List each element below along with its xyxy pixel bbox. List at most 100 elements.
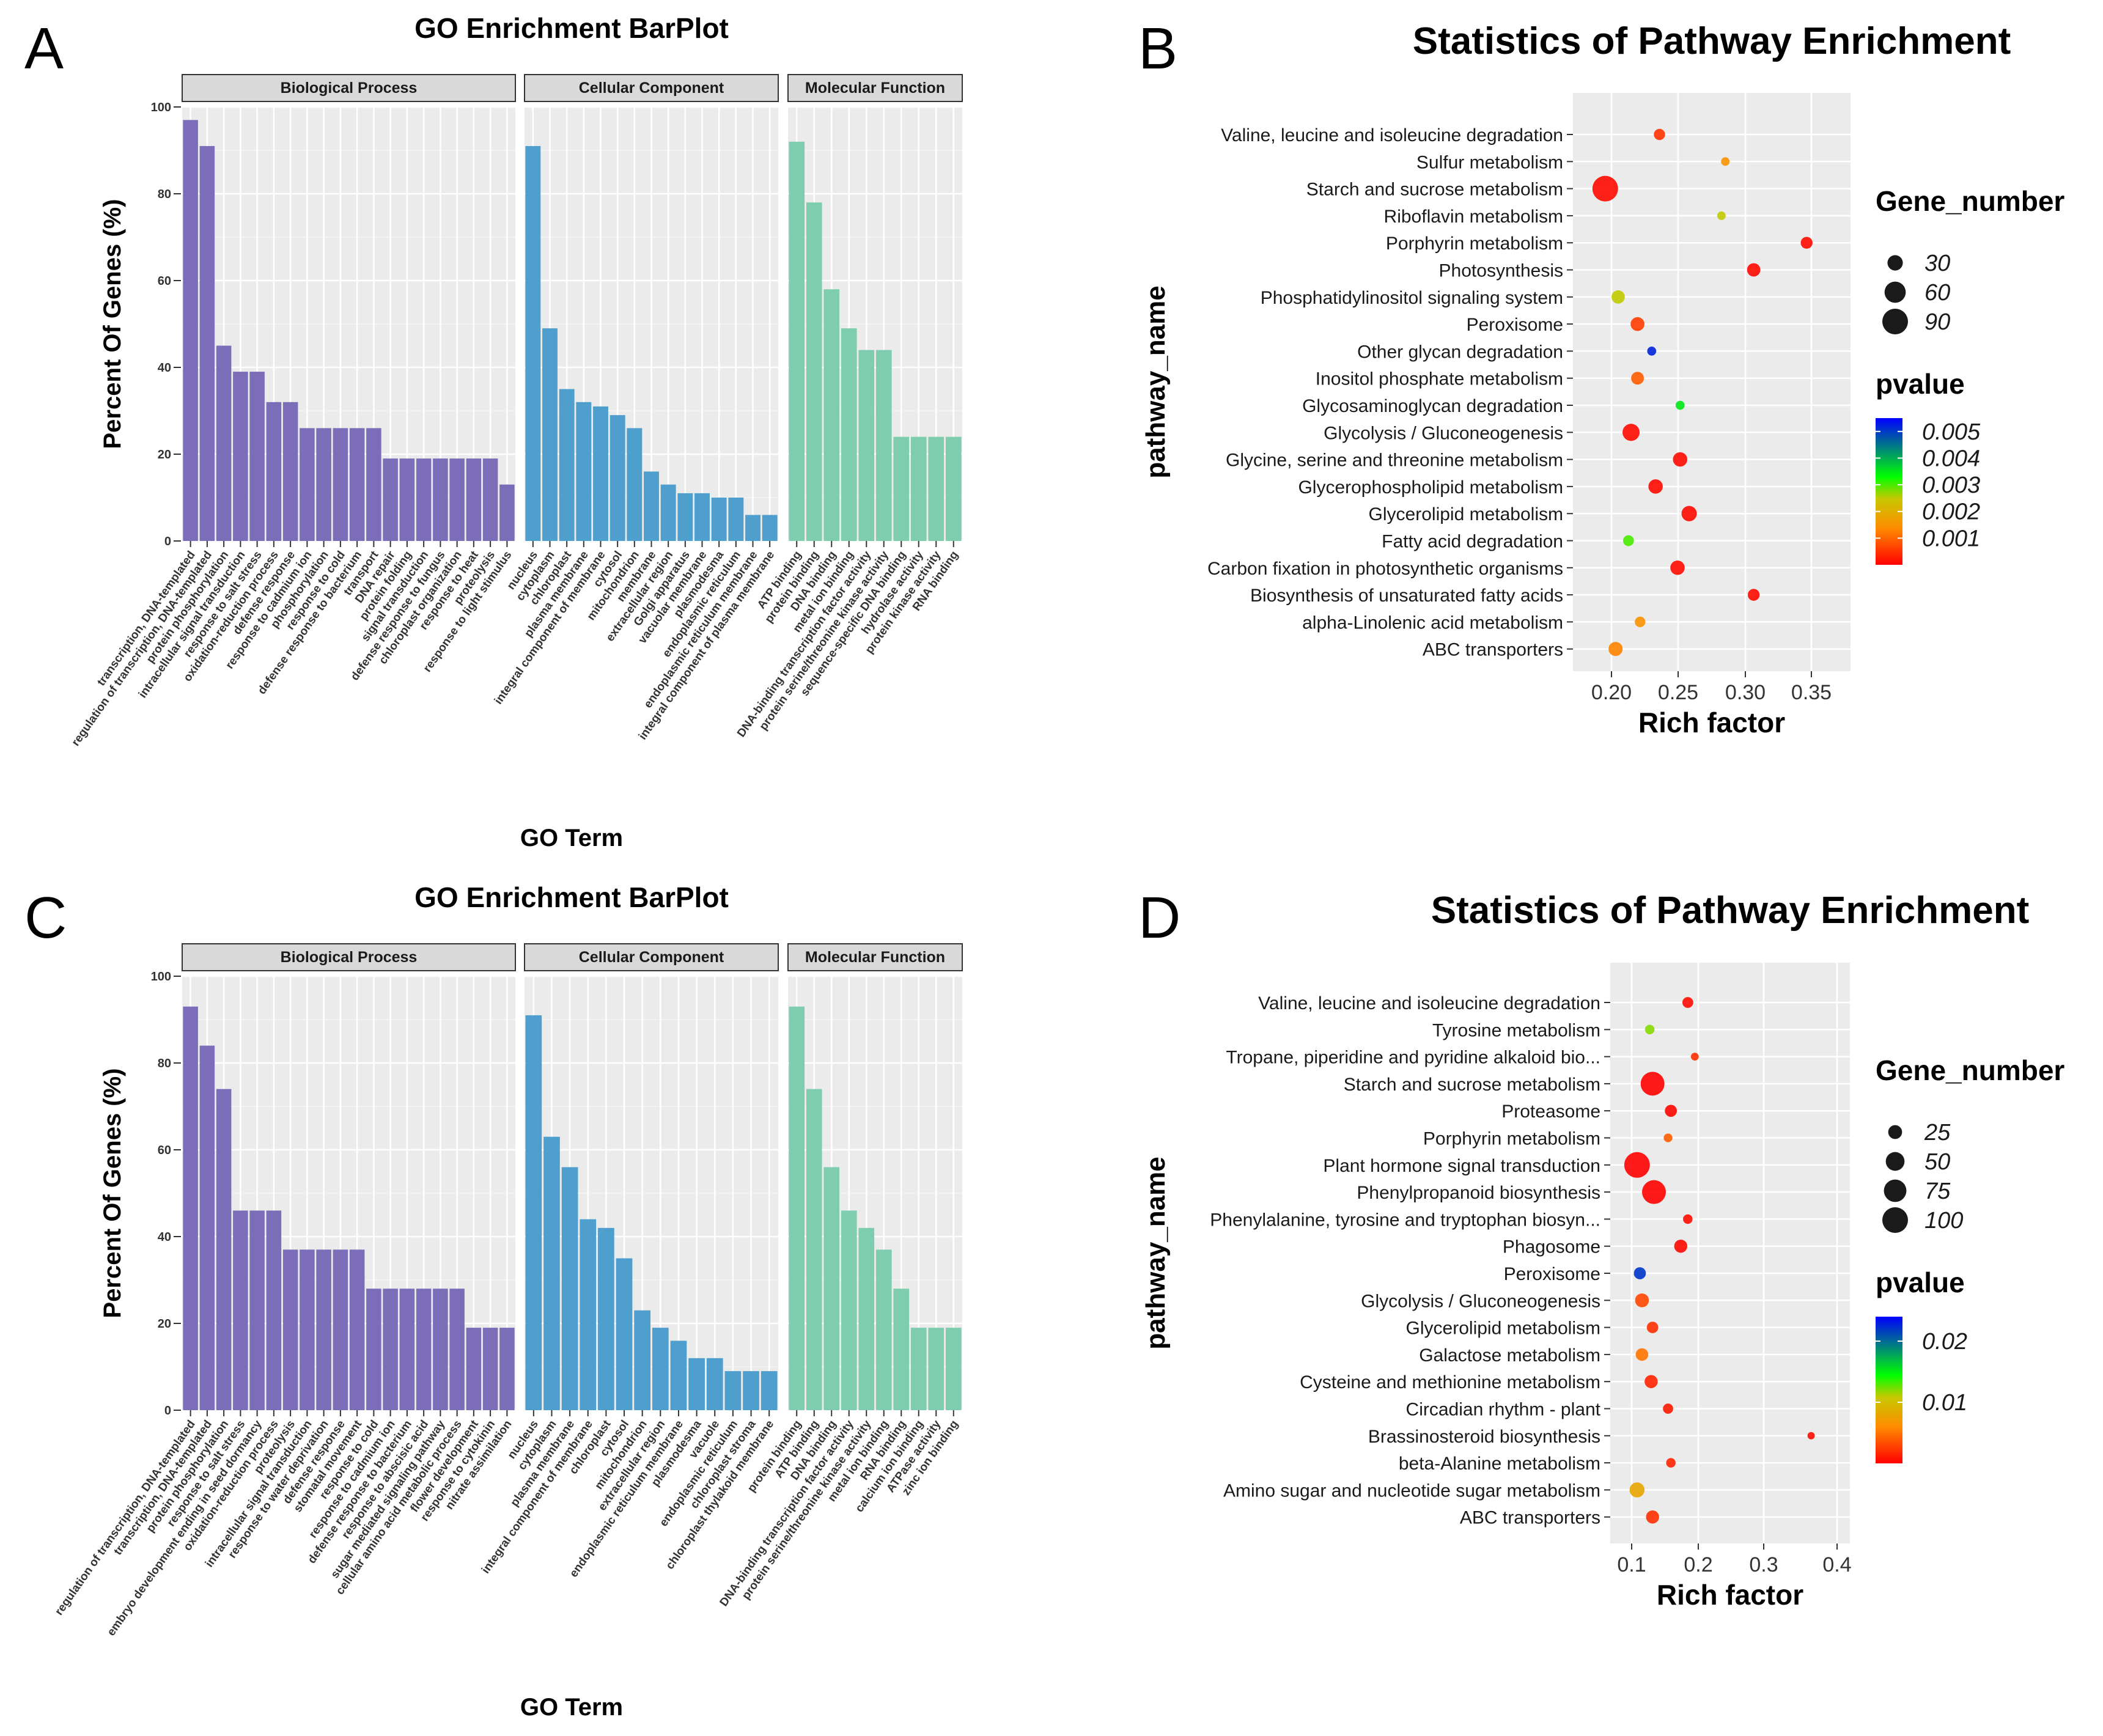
bar-plasma-membrane xyxy=(576,402,592,541)
pvalue-legend-label: 0.005 xyxy=(1922,419,1981,445)
y-tick-label: Biosynthesis of unsaturated fatty acids xyxy=(1250,586,1563,606)
y-tick-label: 100 xyxy=(151,101,171,114)
size-legend-dot xyxy=(1885,1152,1905,1171)
y-tick-label: Starch and sucrose metabolism xyxy=(1344,1075,1600,1095)
bar-stomatal-movement xyxy=(349,1249,365,1410)
panel-letter: B xyxy=(1138,16,1177,81)
bar-mitochondrion xyxy=(627,428,643,541)
bar-vacuolar-membrane xyxy=(694,493,710,541)
y-tick-label: Valine, leucine and isoleucine degradati… xyxy=(1221,125,1563,145)
bar-nucleus xyxy=(525,1015,542,1410)
bar-response-to-water-deprivation xyxy=(316,1249,331,1410)
point-plant-hormone-signal-transduction xyxy=(1624,1152,1650,1178)
facet-strip xyxy=(524,943,779,971)
facet-strip xyxy=(787,74,963,102)
y-tick-label: Phagosome xyxy=(1503,1237,1600,1257)
point-amino-sugar-and-nucleotide-sugar-metabolism xyxy=(1629,1482,1645,1498)
point-phenylalanine-tyrosine-and-tryptophan-biosyn xyxy=(1683,1214,1693,1224)
y-tick-label: beta-Alanine metabolism xyxy=(1399,1454,1600,1474)
point-photosynthesis xyxy=(1747,263,1761,277)
x-tick-label: 0.2 xyxy=(1684,1553,1712,1576)
pvalue-legend-label: 0.004 xyxy=(1922,446,1980,471)
bar-integral-component-of-plasma-membrane xyxy=(762,515,778,541)
bar-rna-binding xyxy=(945,436,962,541)
chart-title: Statistics of Pathway Enrichment xyxy=(1413,20,2011,62)
panel-letter: D xyxy=(1138,885,1180,951)
x-tick-label: 0.3 xyxy=(1749,1553,1778,1576)
size-legend: Gene_number 25 50 75 100 xyxy=(1876,1054,2064,1234)
panel-c-go-barplot: C GO Enrichment BarPlot GO Term Percent Of … xyxy=(24,881,963,1721)
bar-plasmodesma xyxy=(688,1358,705,1410)
bar-cytoplasm xyxy=(542,328,558,541)
point-glycolysis-gluconeogenesis xyxy=(1622,424,1640,441)
facet-strip-label: Cellular Component xyxy=(579,79,724,97)
pvalue-color-bar xyxy=(1876,418,1902,565)
bar-dna-binding-transcription-factor-activity xyxy=(858,350,875,541)
bar-vacuole xyxy=(706,1358,723,1410)
facet-strip-label: Molecular Function xyxy=(805,949,945,966)
y-tick-label: Valine, leucine and isoleucine degradati… xyxy=(1258,993,1600,1013)
point-carbon-fixation-in-photosynthetic-organisms xyxy=(1670,561,1685,575)
bar-atpase-activity xyxy=(928,1328,945,1410)
y-tick-label: Cysteine and methionine metabolism xyxy=(1300,1372,1600,1392)
y-tick-label: Tropane, piperidine and pyridine alkaloi… xyxy=(1226,1048,1600,1068)
x-tick-label: 0.20 xyxy=(1591,681,1632,704)
bar-defense-response xyxy=(333,1249,348,1410)
y-tick-label: Phenylalanine, tyrosine and tryptophan b… xyxy=(1210,1210,1600,1230)
y-tick-label: Porphyrin metabolism xyxy=(1423,1129,1600,1149)
bar-endoplasmic-reticulum xyxy=(728,498,744,541)
bar-dna-binding-transcription-factor-activity xyxy=(841,1210,857,1410)
y-tick-label: Porphyrin metabolism xyxy=(1386,234,1563,254)
point-glycosaminoglycan-degradation xyxy=(1675,400,1685,410)
bar-signal-transduction xyxy=(416,458,432,541)
x-tick-label: 0.1 xyxy=(1617,1553,1646,1576)
point-circadian-rhythm-plant xyxy=(1663,1403,1673,1414)
bar-plasma-membrane xyxy=(561,1167,578,1410)
x-axis-label: Rich factor xyxy=(1638,707,1785,738)
bar-atp-binding xyxy=(806,1089,822,1410)
facet-strip xyxy=(182,943,516,971)
y-axis-label: pathway_name xyxy=(1141,285,1171,478)
bar-defense-response-to-fungus xyxy=(433,458,448,541)
y-tick-label: 0 xyxy=(164,535,171,548)
bar-transcription-dna-templated xyxy=(199,1045,215,1410)
bar-extracellular-region xyxy=(660,484,676,541)
bar-oxidation-reduction-process xyxy=(266,1210,282,1410)
bar-embryo-development-ending-in-seed-dormancy xyxy=(249,1210,265,1410)
bar-dna-repair xyxy=(383,458,398,541)
point-glycerolipid-metabolism xyxy=(1646,1322,1659,1334)
bar-calcium-ion-binding xyxy=(910,1328,927,1410)
y-tick-label: 100 xyxy=(151,970,171,984)
y-tick-label: 20 xyxy=(158,1317,171,1331)
size-legend-label: 25 xyxy=(1924,1120,1951,1146)
bar-response-to-cold xyxy=(366,1289,381,1410)
point-biosynthesis-of-unsaturated-fatty-acids xyxy=(1747,589,1760,601)
bar-oxidation-reduction-process xyxy=(266,402,282,541)
y-tick-label: Amino sugar and nucleotide sugar metabol… xyxy=(1223,1480,1600,1501)
bar-endoplasmic-reticulum xyxy=(724,1371,742,1410)
point-peroxisome xyxy=(1633,1267,1646,1279)
x-axis-label: Rich factor xyxy=(1657,1579,1803,1611)
x-tick-label: 0.30 xyxy=(1725,681,1766,704)
bar-response-to-salt-stress xyxy=(233,1210,248,1410)
y-tick-label: 80 xyxy=(158,1057,171,1070)
bar-response-to-cold xyxy=(333,428,348,541)
bar-chloroplast-organization xyxy=(449,458,465,541)
pvalue-color-bar xyxy=(1876,1317,1902,1463)
y-tick-label: Glycerophospholipid metabolism xyxy=(1298,477,1563,498)
bar-sequence-specific-dna-binding xyxy=(893,436,910,541)
y-tick-label: Fatty acid degradation xyxy=(1382,532,1563,552)
y-tick-label: Riboflavin metabolism xyxy=(1384,207,1563,227)
y-tick-label: Proteasome xyxy=(1501,1102,1600,1122)
point-tyrosine-metabolism xyxy=(1644,1024,1655,1035)
facet-strip xyxy=(524,74,779,102)
bar-response-to-cytokinin xyxy=(482,1328,498,1410)
bar-dna-binding xyxy=(823,289,840,541)
bar-cytosol xyxy=(616,1258,633,1410)
y-tick-label: ABC transporters xyxy=(1460,1508,1600,1528)
y-tick-label: Glycine, serine and threonine metabolism xyxy=(1226,451,1563,471)
size-legend-label: 30 xyxy=(1924,251,1950,276)
y-tick-label: Circadian rhythm - plant xyxy=(1406,1400,1601,1420)
point-phenylpropanoid-biosynthesis xyxy=(1641,1180,1666,1204)
